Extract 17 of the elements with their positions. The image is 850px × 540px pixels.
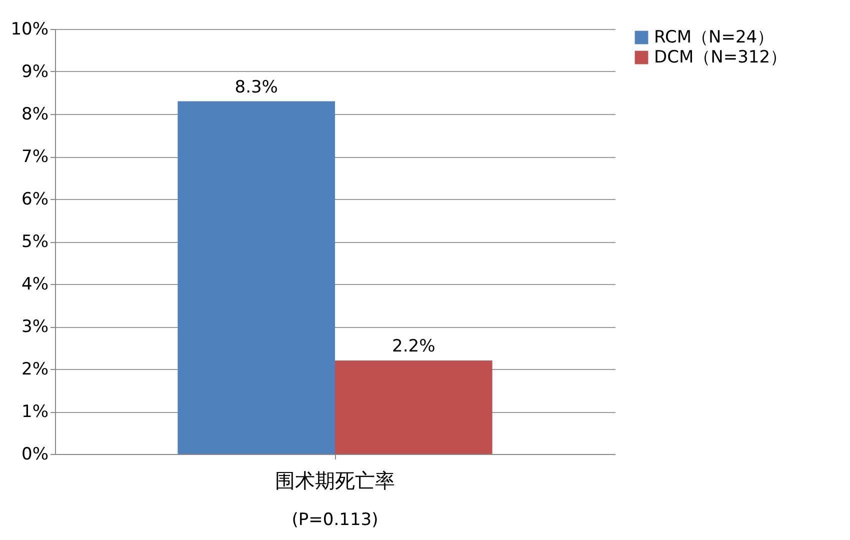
y-tick-label: 0%	[22, 444, 48, 464]
legend-label: DCM（N=312）	[654, 48, 788, 68]
text: (P=0.113)	[292, 510, 378, 530]
x-tick-label: 围术期死亡率	[275, 468, 395, 492]
y-tick-label: 2%	[22, 360, 48, 380]
y-tick-label: 4%	[22, 274, 48, 294]
y-tick-label: 9%	[22, 62, 48, 82]
legend-label: RCM（N=24）	[654, 28, 774, 48]
data-label: 8.3%	[234, 77, 278, 98]
y-tick-label: 3%	[22, 317, 48, 337]
y-tick-label: 6%	[22, 190, 48, 210]
data-label: 2.2%	[392, 336, 436, 356]
y-tick-label: 7%	[22, 147, 48, 167]
y-tick-label: 8%	[22, 104, 48, 124]
y-tick-label: 1%	[22, 402, 48, 422]
y-tick-label: 5%	[22, 232, 48, 252]
y-tick-label: 10%	[10, 20, 48, 40]
